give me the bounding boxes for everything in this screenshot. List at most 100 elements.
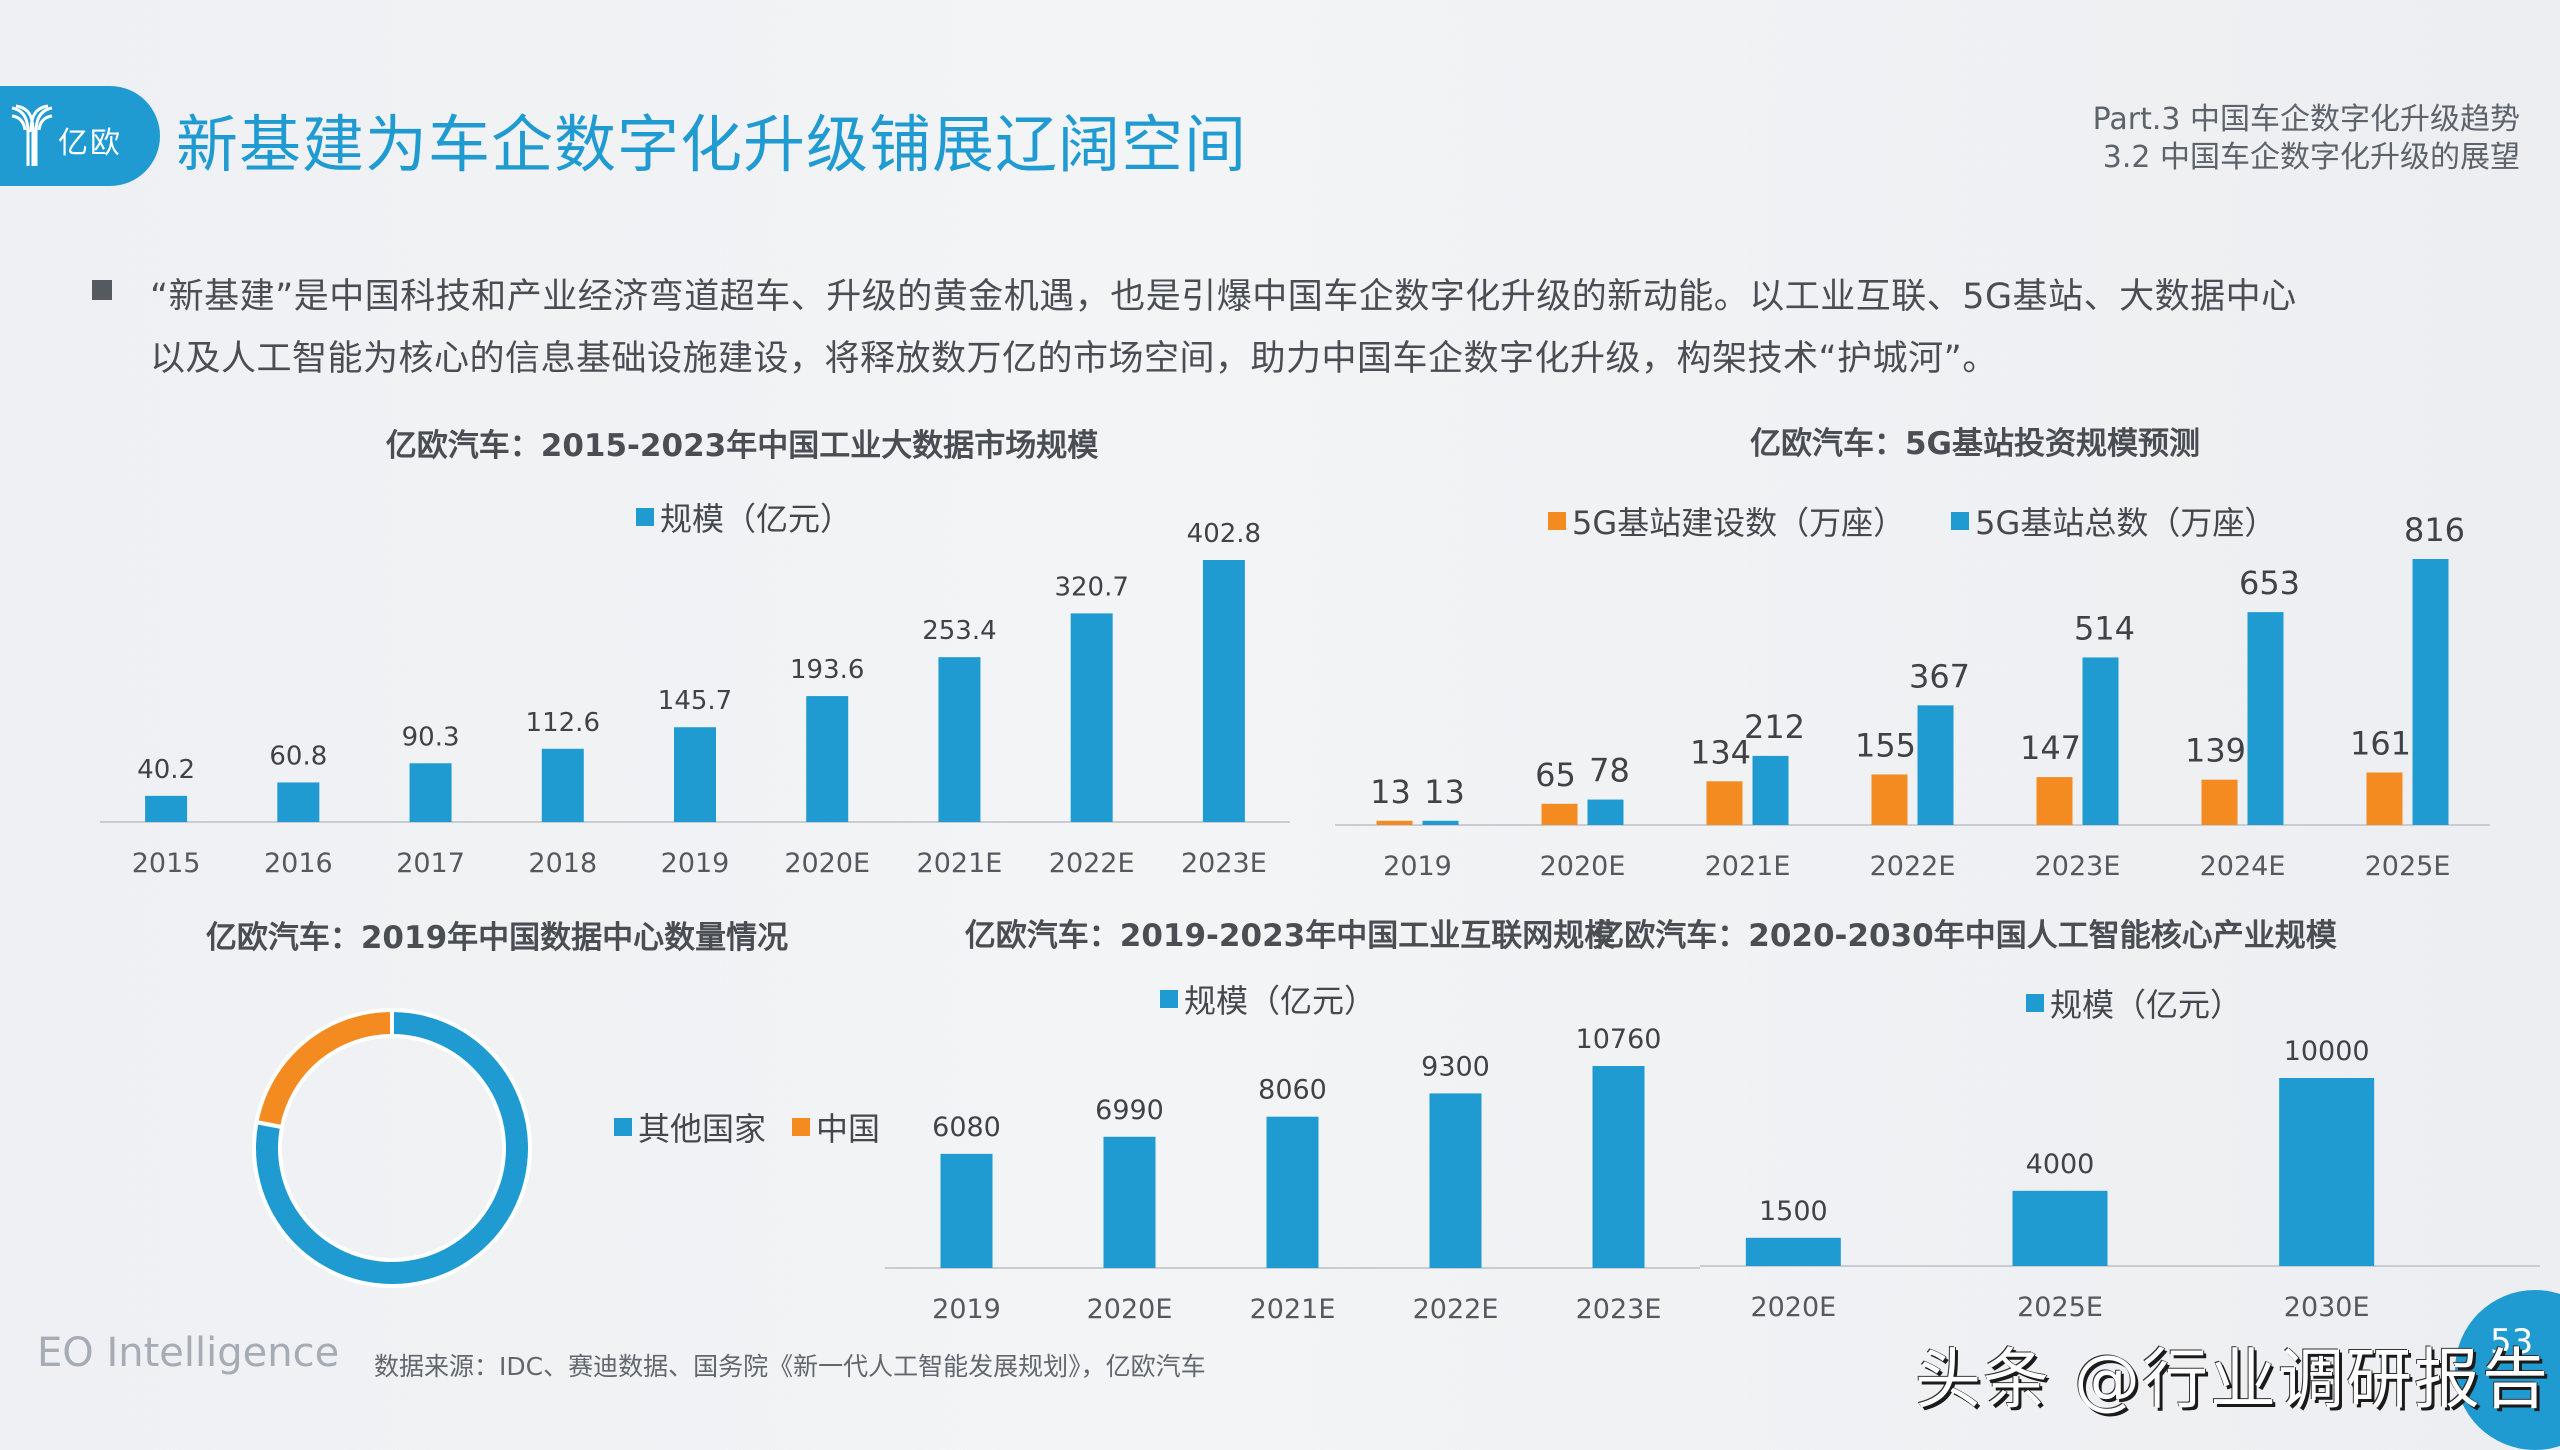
bar-2024E-series-1 — [2201, 779, 2238, 825]
x-tick-label: 2016 — [264, 848, 333, 879]
bar-2021E-series-1 — [1266, 1116, 1319, 1268]
bar-2020E-series-1 — [1541, 803, 1578, 825]
bar-2023E-series-1 — [1202, 560, 1245, 822]
legend-swatch-blue — [636, 508, 654, 526]
legend-swatch-blue — [2026, 994, 2044, 1012]
data-label: 60.8 — [269, 741, 327, 771]
bar-2022E-series-1 — [1070, 613, 1113, 822]
bar-2017-series-1 — [409, 763, 452, 822]
x-tick-label: 2017 — [396, 848, 465, 879]
chart-title-data-center-count: 亿欧汽车：2019年中国数据中心数量情况 — [205, 920, 789, 956]
x-tick-label: 2023E — [1181, 848, 1267, 879]
intro-paragraph-line-1: “新基建”是中国科技和产业经济弯道超车、升级的黄金机遇，也是引爆中国车企数字化升… — [150, 277, 2297, 317]
legend-swatch-blue — [614, 1118, 632, 1136]
bar-2016-series-1 — [277, 782, 320, 822]
donut-slice-other-countries — [252, 1007, 532, 1288]
data-label: 13 — [1424, 773, 1465, 811]
data-label: 145.7 — [658, 686, 732, 716]
x-tick-label: 2025E — [2365, 851, 2451, 882]
data-label: 134 — [1690, 733, 1751, 771]
data-label: 78 — [1589, 752, 1630, 790]
legend-industrial-big-data: 规模（亿元） — [636, 494, 888, 540]
data-label: 193.6 — [790, 655, 864, 685]
bar-2022E-series-2 — [1917, 705, 1954, 825]
data-label: 147 — [2020, 729, 2081, 767]
bar-2020E-series-1 — [1103, 1136, 1156, 1268]
page-number: 53 — [2490, 1322, 2534, 1362]
legend-label: 5G基站总数（万座） — [1975, 504, 2277, 542]
legend-swatch-orange — [1548, 512, 1566, 530]
bar-2020E-series-1 — [806, 696, 849, 822]
bar-2021E-series-1 — [1706, 781, 1743, 825]
bar-2020E-series-1 — [1745, 1237, 1841, 1266]
data-label: 161 — [2350, 725, 2411, 763]
x-tick-label: 2020E — [1087, 1294, 1173, 1325]
bullet-square-icon — [92, 280, 112, 300]
legend-item-china: 中国 — [792, 1104, 880, 1150]
bar-2015-series-1 — [145, 795, 188, 822]
legend-item: 规模（亿元） — [636, 494, 852, 540]
data-label: 816 — [2404, 511, 2465, 549]
data-label: 139 — [2185, 732, 2246, 770]
x-tick-label: 2023E — [2035, 851, 2121, 882]
x-tick-label: 2022E — [1413, 1294, 1499, 1325]
legend-item-construction: 5G基站建设数（万座） — [1548, 498, 1905, 544]
legend-label: 规模（亿元） — [2050, 986, 2243, 1024]
x-tick-label: 2018 — [528, 848, 597, 879]
legend-5g-base-station: 5G基站建设数（万座） 5G基站总数（万座） — [1548, 498, 2312, 544]
legend-label: 中国 — [816, 1110, 881, 1148]
data-label: 155 — [1855, 726, 1916, 764]
bar-2019-series-1 — [674, 727, 716, 822]
data-label: 112.6 — [526, 708, 600, 738]
page-title: 新基建为车企数字化升级铺展辽阔空间 — [176, 108, 1248, 181]
bar-2024E-series-2 — [2247, 612, 2284, 825]
bar-2019-series-1 — [940, 1153, 993, 1268]
x-tick-label: 2024E — [2200, 851, 2286, 882]
legend-data-center-count: 其他国家 中国 — [614, 1104, 916, 1150]
x-tick-label: 2019 — [932, 1294, 1001, 1325]
x-tick-label: 2019 — [661, 848, 730, 879]
section-subtitle: 3.2 中国车企数字化升级的展望 — [2102, 140, 2520, 175]
chart-title-ai-core-industry: 亿欧汽车：2020-2030年中国人工智能核心产业规模 — [1593, 918, 2337, 954]
bar-2022E-series-1 — [1871, 774, 1908, 825]
legend-ai-core-industry: 规模（亿元） — [2026, 980, 2278, 1026]
bar-2019-series-2 — [1422, 820, 1459, 825]
data-label: 1500 — [1759, 1196, 1828, 1227]
bar-2025E-series-2 — [2412, 559, 2449, 825]
data-label: 320.7 — [1054, 572, 1128, 602]
data-label: 10760 — [1576, 1024, 1662, 1055]
data-label: 6080 — [932, 1112, 1001, 1143]
bar-2018-series-1 — [541, 748, 584, 822]
legend-industrial-internet: 规模（亿元） — [1160, 976, 1412, 1022]
donut-slice-china — [254, 1007, 394, 1130]
bar-2019-series-1 — [1376, 820, 1413, 825]
data-label: 9300 — [1421, 1051, 1490, 1082]
legend-swatch-blue — [1951, 512, 1970, 530]
data-label: 90.3 — [402, 722, 460, 752]
x-tick-label: 2030E — [2284, 1292, 2370, 1323]
bar-2020E-series-2 — [1587, 799, 1624, 825]
legend-item-other-countries: 其他国家 — [614, 1104, 766, 1150]
x-tick-label: 2022E — [1870, 851, 1956, 882]
bar-2023E-series-2 — [2082, 657, 2119, 825]
x-tick-label: 2020E — [784, 848, 870, 879]
logo-icon — [11, 104, 53, 166]
legend-swatch-blue — [1160, 990, 1178, 1008]
x-tick-label: 2021E — [917, 848, 1003, 879]
bar-2023E-series-1 — [1592, 1066, 1645, 1268]
data-label: 65 — [1535, 756, 1576, 794]
x-tick-label: 2019 — [1383, 851, 1452, 882]
x-tick-label: 2021E — [1250, 1294, 1336, 1325]
legend-label: 5G基站建设数（万座） — [1572, 504, 1906, 542]
data-label: 367 — [1909, 657, 1970, 695]
legend-swatch-orange — [792, 1118, 811, 1136]
logo-badge: 亿欧 — [0, 86, 160, 186]
bar-2021E-series-1 — [938, 657, 981, 822]
logo-text: 亿欧 — [58, 126, 122, 161]
intro-paragraph-line-2: 以及人工智能为核心的信息基础设施建设，将释放数万亿的市场空间，助力中国车企数字化… — [150, 339, 1998, 379]
